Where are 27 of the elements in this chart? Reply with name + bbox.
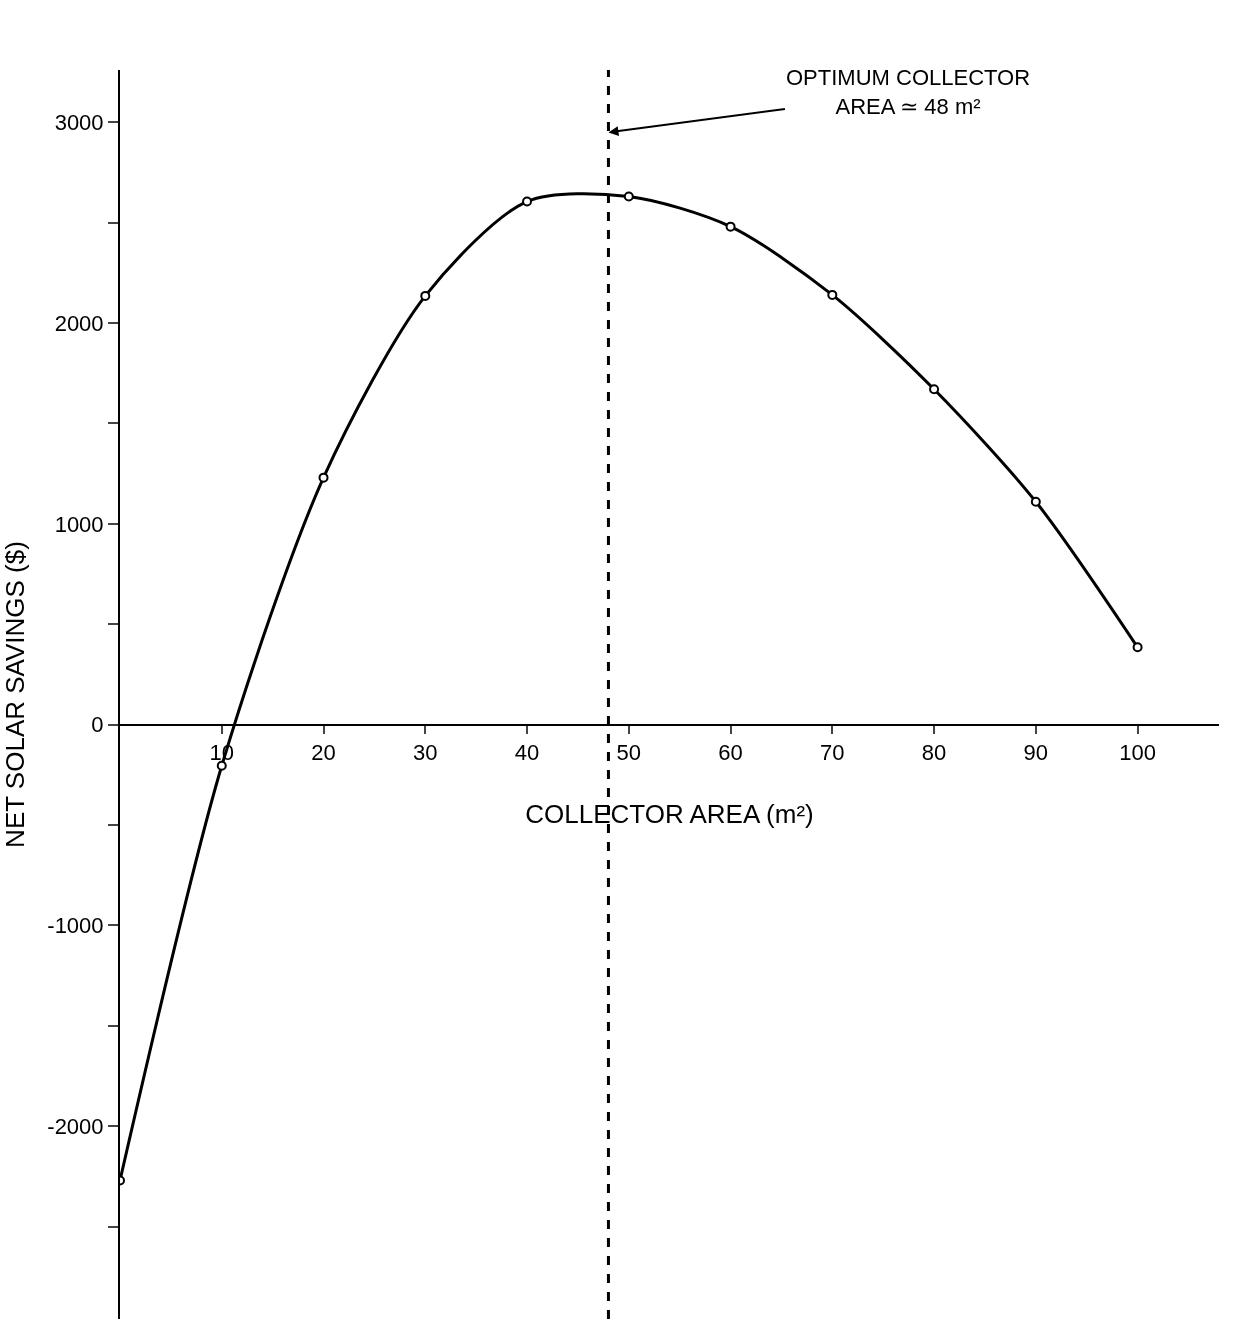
y-tick-label: 0 [91,712,104,738]
point [1132,642,1143,653]
point [522,196,533,207]
x-tick-label: 80 [921,740,947,766]
x-tick-label: 30 [413,740,438,766]
point [929,384,940,395]
y-tick-label: 2000 [54,310,104,336]
y-axis-title: NET SOLAR SAVINGS ($) [0,541,31,848]
point [623,191,634,202]
point [318,472,329,483]
y-tick-label: 1000 [54,511,104,537]
y-tick-label: -1000 [47,913,104,939]
x-tick-label: 90 [1023,740,1049,766]
y-tick-label: 3000 [54,109,104,135]
point [725,221,736,232]
x-tick-label: 50 [616,740,642,766]
x-tick-label: 70 [820,740,845,766]
y-tick-label: -2000 [47,1113,104,1139]
point [827,289,838,300]
point [420,290,431,301]
x-axis-title: COLLECTOR AREA (m²) [525,799,814,830]
x-tick-label: 60 [718,740,743,766]
point [1030,496,1041,507]
x-tick-label: 100 [1119,740,1156,766]
ref-line-label: OPTIMUM COLLECTOR AREA ≃ 48 m² [786,65,1031,119]
x-tick-label: 20 [311,740,336,766]
x-tick-label: 40 [514,740,540,766]
